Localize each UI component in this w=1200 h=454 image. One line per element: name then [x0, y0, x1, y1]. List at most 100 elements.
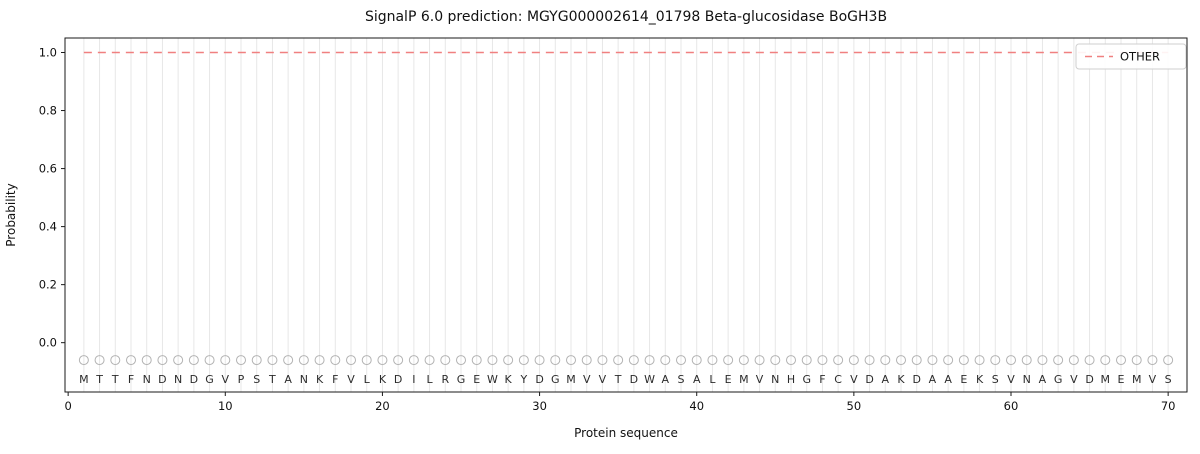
sequence-letter: S — [1165, 373, 1172, 386]
sequence-letter: K — [897, 373, 905, 386]
residue-marker — [817, 355, 828, 366]
sequence-letter: G — [802, 373, 811, 386]
residue-marker — [738, 355, 749, 366]
sequence-letter: D — [630, 373, 638, 386]
sequence-letter: E — [473, 373, 480, 386]
residue-marker — [188, 355, 199, 366]
sequence-letter: P — [238, 373, 245, 386]
sequence-letter: L — [709, 373, 716, 386]
residue-marker — [644, 355, 655, 366]
residue-marker — [723, 355, 734, 366]
sequence-letter: G — [457, 373, 466, 386]
residue-marker — [1084, 355, 1095, 366]
residue-marker — [173, 355, 184, 366]
sequence-letter: V — [583, 373, 591, 386]
sequence-letter: M — [1132, 373, 1142, 386]
residue-marker — [534, 355, 545, 366]
residue-marker — [597, 355, 608, 366]
residue-marker — [628, 355, 639, 366]
sequence-letter: M — [566, 373, 576, 386]
sequence-letter: K — [379, 373, 387, 386]
sequence-letter: T — [111, 373, 119, 386]
residue-marker — [676, 355, 686, 366]
sequence-letter: D — [158, 373, 166, 386]
residue-marker — [848, 355, 859, 366]
sequence-letter: R — [441, 373, 449, 386]
sequence-letter: L — [364, 373, 371, 386]
residue-marker — [141, 355, 152, 366]
residue-marker — [126, 355, 136, 366]
sequence-letter: A — [882, 373, 890, 386]
residue-marker — [1068, 355, 1079, 366]
residue-marker — [1131, 355, 1142, 366]
residue-marker — [581, 355, 592, 366]
residue-marker — [566, 355, 576, 366]
sequence-letter: K — [505, 373, 513, 386]
residue-marker — [236, 355, 246, 366]
residue-marker — [424, 355, 435, 366]
residue-marker — [880, 355, 891, 366]
residue-marker — [1100, 355, 1111, 366]
sequence-letter: W — [644, 373, 655, 386]
residue-marker — [911, 355, 922, 366]
x-axis-label: Protein sequence — [574, 426, 678, 440]
sequence-letter: D — [394, 373, 402, 386]
x-tick-label: 30 — [532, 399, 547, 413]
sequence-letter: S — [992, 373, 999, 386]
residue-marker — [770, 355, 781, 366]
residue-marker — [94, 355, 105, 366]
sequence-letter: D — [535, 373, 543, 386]
residue-marker — [660, 355, 671, 366]
residue-marker — [330, 355, 341, 366]
residue-marker — [204, 355, 215, 366]
sequence-letter: T — [614, 373, 622, 386]
residue-marker — [943, 355, 954, 366]
residue-marker — [896, 355, 906, 366]
y-tick-label: 0.0 — [39, 336, 57, 350]
sequence-letter: G — [205, 373, 214, 386]
residue-marker — [1021, 355, 1032, 366]
residue-marker — [1147, 355, 1158, 366]
sequence-letter: I — [412, 373, 415, 386]
sequence-letter: V — [599, 373, 607, 386]
sequence-letter: N — [771, 373, 779, 386]
sequence-letter: F — [332, 373, 338, 386]
sequence-letter: F — [819, 373, 825, 386]
legend: OTHER — [1075, 43, 1187, 70]
sequence-letter: A — [944, 373, 952, 386]
sequence-letter: N — [1023, 373, 1031, 386]
sequence-letter: K — [976, 373, 984, 386]
x-tick-label: 70 — [1161, 399, 1176, 413]
residue-marker — [298, 355, 309, 366]
sequence-letter: T — [95, 373, 103, 386]
residue-marker — [283, 355, 294, 366]
legend-label-other: OTHER — [1120, 50, 1160, 64]
residue-marker — [990, 355, 1001, 366]
y-tick-label: 1.0 — [39, 46, 57, 60]
chart-title: SignalP 6.0 prediction: MGYG000002614_01… — [365, 9, 887, 25]
sequence-letter: N — [174, 373, 182, 386]
sequence-letter: Y — [519, 373, 527, 386]
residue-marker — [958, 355, 969, 366]
sequence-letter: V — [1149, 373, 1157, 386]
residue-marker — [550, 355, 561, 366]
sequence-letter: D — [1085, 373, 1093, 386]
sequence-letter: A — [1039, 373, 1047, 386]
sequence-letter: M — [79, 373, 89, 386]
sequence-letter: G — [1054, 373, 1063, 386]
residue-marker — [346, 355, 356, 366]
sequence-letter: A — [693, 373, 701, 386]
y-tick-label: 0.6 — [39, 162, 57, 176]
residue-marker — [361, 355, 372, 366]
axes-border — [64, 37, 1188, 393]
residue-marker — [864, 355, 875, 366]
residue-marker — [691, 355, 702, 366]
sequence-letter: F — [128, 373, 134, 386]
sequence-letter: E — [725, 373, 732, 386]
sequence-letter: A — [929, 373, 937, 386]
sequence-letter: W — [487, 373, 498, 386]
residue-marker — [440, 355, 451, 366]
sequence-letter: A — [284, 373, 292, 386]
x-tick-label: 10 — [218, 399, 233, 413]
sequence-letter: H — [787, 373, 795, 386]
